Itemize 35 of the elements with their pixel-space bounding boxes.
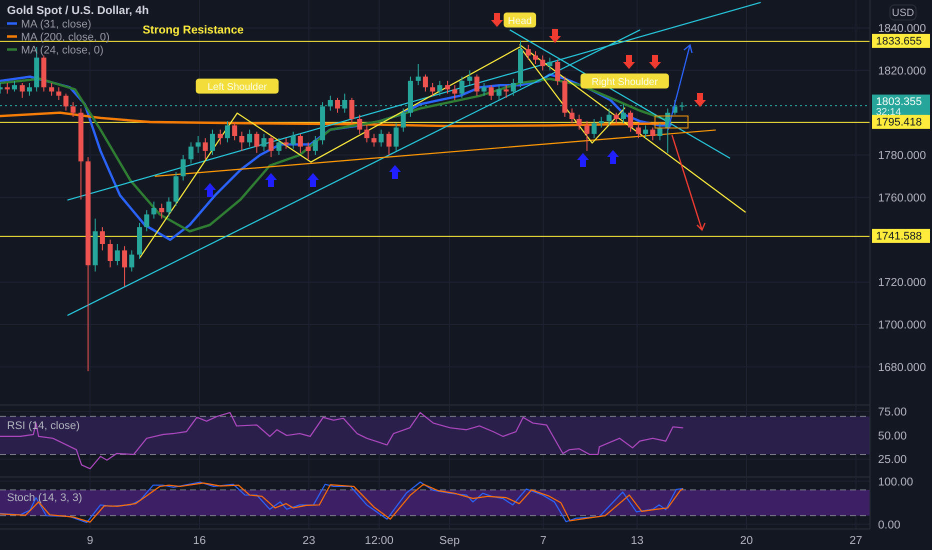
y-axis-title: USD xyxy=(892,7,914,19)
y-tick-label: 1780.000 xyxy=(878,150,926,162)
text: 32:14 xyxy=(876,107,902,118)
x-tick-label: 20 xyxy=(740,535,753,547)
y-tick-label: 75.00 xyxy=(878,406,907,419)
annotation: Right Shoulder xyxy=(592,77,658,88)
y-tick-label: 0.00 xyxy=(878,519,900,532)
x-tick-label: 23 xyxy=(302,535,316,547)
ref-line-label: 1741.588 xyxy=(876,230,922,242)
x-tick-label: 13 xyxy=(630,535,644,547)
y-tick-label: 1840.000 xyxy=(878,22,926,35)
y-tick-label: 1760.000 xyxy=(878,192,926,204)
annotation: Left Shoulder xyxy=(207,82,268,94)
y-tick-label: 100.00 xyxy=(878,476,914,488)
legend-label: MA (31, close) xyxy=(21,18,92,30)
legend-label: MA (200, close, 0) xyxy=(21,32,110,44)
x-tick-label: 16 xyxy=(193,535,206,547)
y-tick-label: 50.00 xyxy=(878,430,907,442)
chart-title: Gold Spot / U.S. Dollar, 4h xyxy=(7,5,149,17)
ref-line-label: 1803.355 xyxy=(876,96,922,108)
y-tick-label: 1820.000 xyxy=(878,65,926,78)
y-tick-label: 1700.000 xyxy=(878,320,926,332)
x-tick-label: 12:00 xyxy=(364,535,394,547)
y-tick-label: 1680.000 xyxy=(878,362,926,374)
y-tick-label: 1720.000 xyxy=(878,277,926,290)
y-tick-label: 25.00 xyxy=(878,454,907,466)
x-tick-label: 27 xyxy=(850,535,862,547)
ref-line-label: 1795.418 xyxy=(876,116,922,128)
x-tick-label: Sep xyxy=(439,535,460,547)
x-tick-label: 7 xyxy=(540,535,547,547)
annotation: Head xyxy=(508,16,532,28)
x-tick-label: 9 xyxy=(86,535,94,547)
annotation: Strong Resistance xyxy=(142,24,244,36)
ref-line-label: 1833.655 xyxy=(876,35,922,48)
text: Stoch (14, 3, 3) xyxy=(7,492,82,504)
